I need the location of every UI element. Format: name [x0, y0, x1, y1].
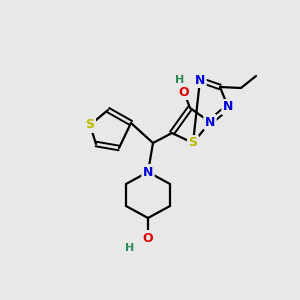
- Text: O: O: [143, 232, 153, 244]
- Text: N: N: [143, 166, 153, 178]
- Text: S: S: [188, 136, 197, 149]
- Text: S: S: [85, 118, 94, 131]
- Text: H: H: [125, 243, 135, 253]
- Text: O: O: [179, 85, 189, 98]
- Text: N: N: [195, 74, 205, 86]
- Text: N: N: [223, 100, 233, 113]
- Text: H: H: [176, 75, 184, 85]
- Text: N: N: [205, 116, 215, 128]
